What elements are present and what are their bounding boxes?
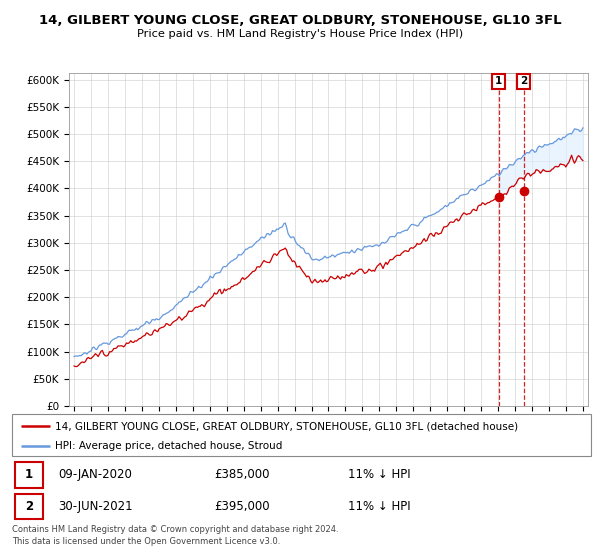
Bar (15, 493, 43, 520)
Text: 11% ↓ HPI: 11% ↓ HPI (348, 500, 410, 513)
Text: Price paid vs. HM Land Registry's House Price Index (HPI): Price paid vs. HM Land Registry's House … (137, 29, 463, 39)
Text: 11% ↓ HPI: 11% ↓ HPI (348, 468, 410, 481)
Text: £385,000: £385,000 (215, 468, 270, 481)
Text: £395,000: £395,000 (215, 500, 270, 513)
Text: 1: 1 (495, 76, 502, 86)
Bar (15, 461, 43, 488)
Text: 2: 2 (520, 76, 527, 86)
Text: Contains HM Land Registry data © Crown copyright and database right 2024.
This d: Contains HM Land Registry data © Crown c… (12, 525, 338, 546)
Text: 30-JUN-2021: 30-JUN-2021 (58, 500, 133, 513)
Text: 1: 1 (25, 468, 33, 481)
Text: 14, GILBERT YOUNG CLOSE, GREAT OLDBURY, STONEHOUSE, GL10 3FL (detached house): 14, GILBERT YOUNG CLOSE, GREAT OLDBURY, … (55, 421, 518, 431)
Text: 14, GILBERT YOUNG CLOSE, GREAT OLDBURY, STONEHOUSE, GL10 3FL: 14, GILBERT YOUNG CLOSE, GREAT OLDBURY, … (38, 14, 562, 27)
Text: 2: 2 (25, 500, 33, 513)
Text: 09-JAN-2020: 09-JAN-2020 (58, 468, 132, 481)
Text: HPI: Average price, detached house, Stroud: HPI: Average price, detached house, Stro… (55, 441, 283, 451)
